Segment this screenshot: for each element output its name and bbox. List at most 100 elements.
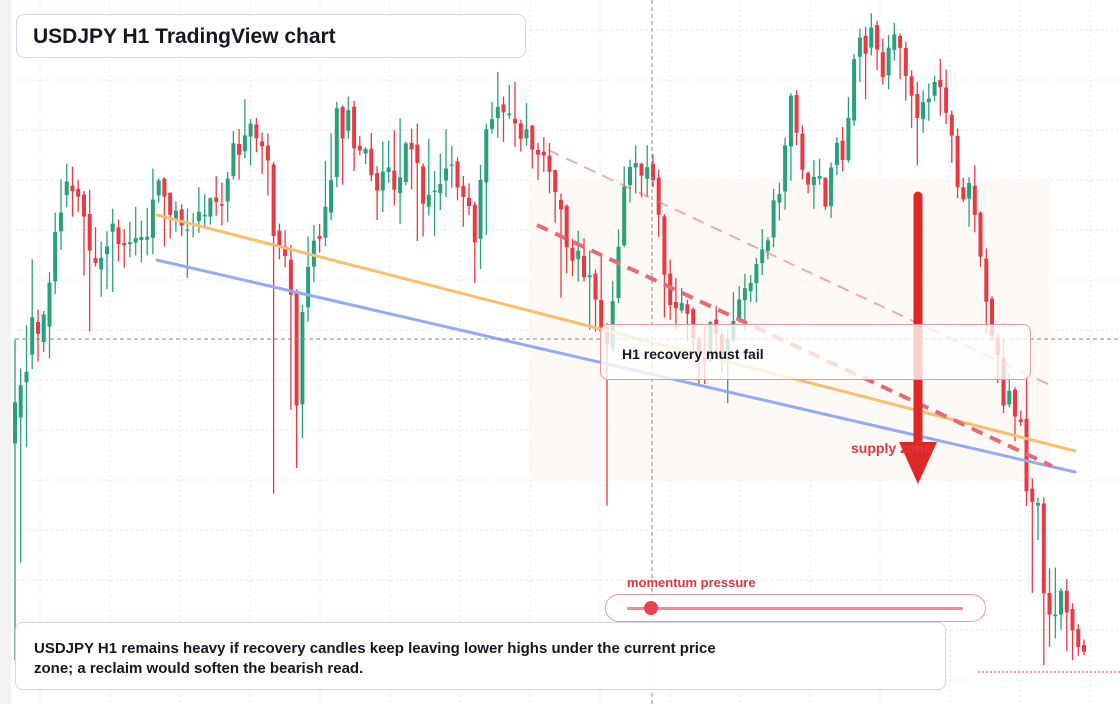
momentum-knob[interactable] — [643, 601, 658, 615]
candle-up — [616, 229, 621, 304]
candle-up — [921, 90, 926, 134]
candle-down — [938, 58, 943, 116]
candle-body — [317, 235, 322, 239]
candle-body — [800, 133, 805, 170]
candle-down — [961, 177, 966, 203]
momentum-slider[interactable] — [605, 594, 986, 622]
candle-down — [219, 182, 224, 226]
candle-down — [1047, 568, 1052, 647]
candle-down — [288, 244, 293, 410]
candle-body — [1070, 609, 1075, 631]
candle-body — [173, 210, 178, 219]
candle-up — [380, 141, 385, 213]
candle-body — [530, 125, 535, 150]
candle-body — [432, 190, 437, 193]
candle-up — [1036, 497, 1040, 540]
candle-down — [673, 277, 678, 331]
candle-body — [892, 34, 897, 50]
candle-up — [398, 118, 403, 225]
recovery-callout[interactable]: H1 recovery must fail — [600, 324, 1031, 380]
candle-up — [771, 188, 776, 248]
candle-up — [737, 286, 742, 323]
candle-body — [742, 288, 747, 301]
candle-up — [173, 201, 178, 232]
candle-body — [823, 177, 828, 207]
candle-body — [921, 102, 926, 119]
candle-body — [334, 108, 339, 177]
candle-up — [748, 275, 753, 303]
candle-down — [1070, 603, 1075, 661]
candle-up — [24, 325, 29, 448]
candle-body — [794, 95, 799, 133]
candle-body — [380, 171, 385, 191]
summary-text: USDJPY H1 remains heavy if recovery cand… — [34, 640, 716, 677]
candle-body — [346, 110, 351, 131]
candle-down — [984, 248, 989, 334]
candle-body — [225, 178, 230, 202]
candle-down — [903, 41, 908, 101]
candle-up — [846, 96, 851, 163]
candle-body — [105, 246, 109, 255]
candle-body — [771, 200, 776, 238]
candle-body — [306, 267, 311, 308]
candle-up — [765, 237, 770, 260]
candle-body — [386, 167, 391, 172]
candle-down — [518, 119, 523, 152]
candle-body — [990, 298, 994, 336]
candle-body — [685, 304, 690, 314]
candle-body — [168, 192, 173, 215]
candle-down — [955, 128, 960, 199]
candle-body — [524, 129, 529, 139]
candle-body — [99, 257, 104, 270]
candle-body — [1047, 592, 1052, 615]
candle-body — [369, 148, 374, 176]
candle-body — [507, 113, 512, 116]
candle-body — [484, 129, 489, 183]
candle-body — [311, 240, 316, 267]
candle-body — [1018, 419, 1023, 422]
candle-body — [852, 59, 857, 121]
candle-body — [18, 385, 23, 418]
momentum-track[interactable] — [627, 607, 963, 610]
candle-down — [564, 204, 569, 274]
candle-body — [93, 258, 98, 263]
candle-body — [162, 178, 167, 197]
candle-body — [208, 198, 213, 217]
candle-body — [283, 246, 288, 257]
candle-body — [265, 145, 270, 161]
candle-body — [932, 82, 937, 96]
candle-body — [926, 98, 931, 103]
candle-body — [662, 216, 667, 275]
chart-title: USDJPY H1 TradingView chart — [33, 25, 336, 48]
candle-body — [202, 214, 207, 217]
candle-up — [679, 288, 684, 314]
candle-up — [932, 75, 937, 102]
candle-up — [478, 164, 483, 269]
candle-down — [559, 193, 563, 298]
candle-body — [691, 309, 696, 338]
candle-body — [547, 155, 552, 172]
candle-body — [82, 194, 86, 217]
candle-up — [139, 220, 144, 263]
candle-body — [628, 167, 632, 186]
candle-body — [633, 163, 638, 168]
candle-up — [432, 170, 437, 236]
candle-down — [513, 81, 517, 147]
candle-down — [863, 26, 868, 100]
candle-body — [961, 187, 966, 200]
supply-zone-label: supply zone — [851, 440, 932, 456]
candle-body — [248, 123, 253, 137]
candle-body — [214, 197, 219, 203]
candle-body — [110, 223, 115, 232]
candle-down — [392, 130, 397, 206]
candle-body — [1082, 645, 1086, 652]
candle-body — [564, 205, 569, 248]
candle-body — [1064, 590, 1069, 613]
candle-down — [36, 309, 40, 362]
candle-body — [421, 166, 426, 204]
candle-body — [490, 119, 494, 129]
left-edge-strip — [0, 0, 11, 704]
candle-body — [972, 185, 977, 215]
candle-body — [76, 188, 81, 197]
candle-body — [1001, 357, 1006, 406]
